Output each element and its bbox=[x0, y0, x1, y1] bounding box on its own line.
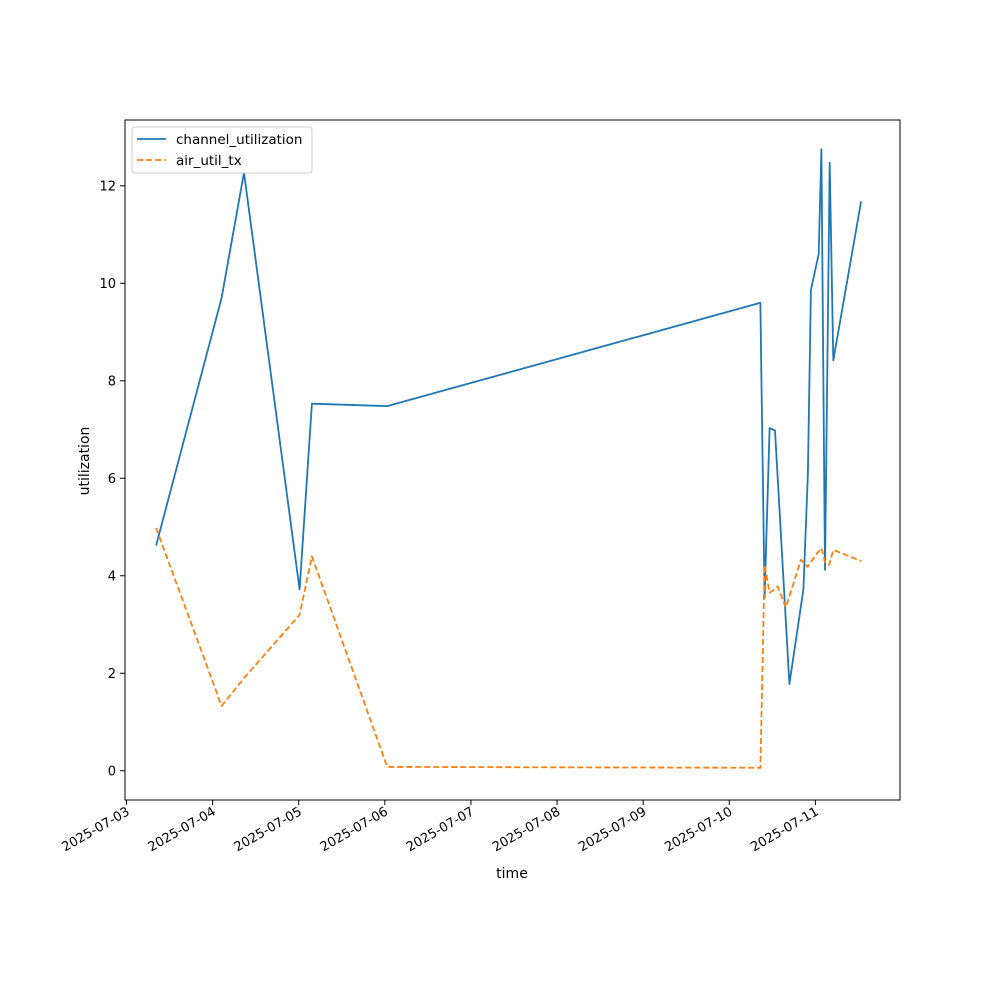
legend-label-channel-utilization: channel_utilization bbox=[176, 132, 303, 148]
plot-frame bbox=[124, 119, 901, 801]
y-tick-label: 12 bbox=[99, 179, 116, 194]
series-line-air-util-tx bbox=[155, 527, 862, 769]
y-tick-label: 6 bbox=[108, 472, 116, 487]
y-axis-ticks: 0 2 4 6 8 10 12 bbox=[99, 179, 125, 779]
y-tick-label: 2 bbox=[108, 667, 116, 682]
plot-content bbox=[155, 148, 862, 769]
y-tick-label: 10 bbox=[99, 277, 116, 292]
series-line-channel-utilization bbox=[155, 148, 862, 685]
legend-frame bbox=[131, 126, 313, 174]
legend-label-air-util-tx: air_util_tx bbox=[176, 153, 242, 169]
y-tick-label: 4 bbox=[108, 569, 116, 584]
y-tick-label: 0 bbox=[108, 764, 116, 779]
x-axis-label: time bbox=[496, 866, 528, 882]
legend: channel_utilization air_util_tx bbox=[131, 126, 313, 174]
y-tick-label: 8 bbox=[108, 374, 116, 389]
y-axis-label: utilization bbox=[77, 427, 93, 496]
